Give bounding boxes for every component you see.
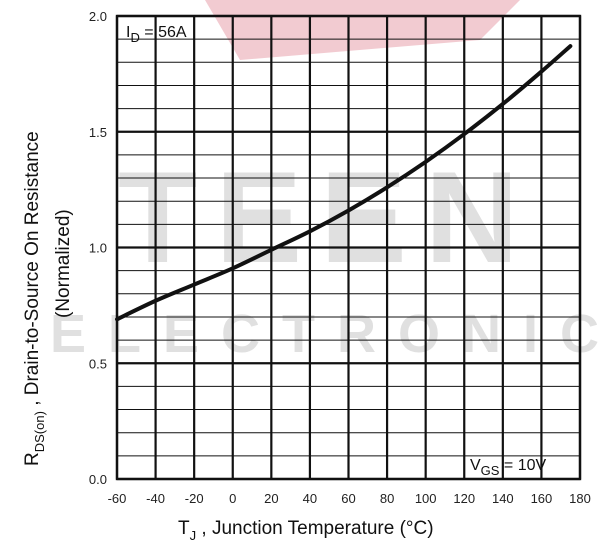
y-tick-label: 0.5 bbox=[89, 356, 107, 371]
y-tick-label: 1.0 bbox=[89, 241, 107, 256]
watermark-text-electronic: ELECTRONIC bbox=[50, 304, 602, 364]
watermark-text-teen: TEEN bbox=[118, 144, 537, 290]
x-axis-label: TJ , Junction Temperature (°C) bbox=[178, 518, 434, 543]
tick-labels: 0.0 0.5 1.0 1.5 2.0 -60 -40 -20 0 20 40 60 80 100 120 1… bbox=[89, 9, 591, 506]
vgs-annotation: VGS = 10V bbox=[470, 457, 547, 478]
x-tick-label: 100 bbox=[415, 491, 437, 506]
y-tick-label: 0.0 bbox=[89, 472, 107, 487]
plot-area bbox=[115, 44, 573, 322]
y-axis-label-normalized: (Normalized) bbox=[53, 209, 74, 318]
series-line-rds-on bbox=[115, 44, 573, 322]
y-tick-label: 2.0 bbox=[89, 9, 107, 24]
x-tick-label: 80 bbox=[380, 491, 394, 506]
x-tick-label: -60 bbox=[108, 491, 127, 506]
grid bbox=[115, 14, 582, 481]
y-axis-label: RDS(on) , Drain-to-Source On Resistance bbox=[22, 131, 47, 466]
plot-frame bbox=[115, 14, 582, 481]
x-tick-label: 140 bbox=[492, 491, 514, 506]
id-annotation: ID = 56A bbox=[126, 24, 187, 45]
watermark-accent-shape bbox=[205, 0, 520, 60]
x-tick-label: 40 bbox=[303, 491, 317, 506]
x-tick-label: 60 bbox=[341, 491, 355, 506]
x-tick-label: -40 bbox=[146, 491, 165, 506]
x-tick-label: 160 bbox=[531, 491, 553, 506]
watermark: TEEN ELECTRONIC bbox=[50, 0, 602, 364]
x-tick-label: 120 bbox=[453, 491, 475, 506]
x-tick-label: 180 bbox=[569, 491, 591, 506]
x-tick-label: 20 bbox=[264, 491, 278, 506]
x-tick-label: -20 bbox=[185, 491, 204, 506]
y-tick-label: 1.5 bbox=[89, 125, 107, 140]
x-tick-label: 0 bbox=[229, 491, 236, 506]
